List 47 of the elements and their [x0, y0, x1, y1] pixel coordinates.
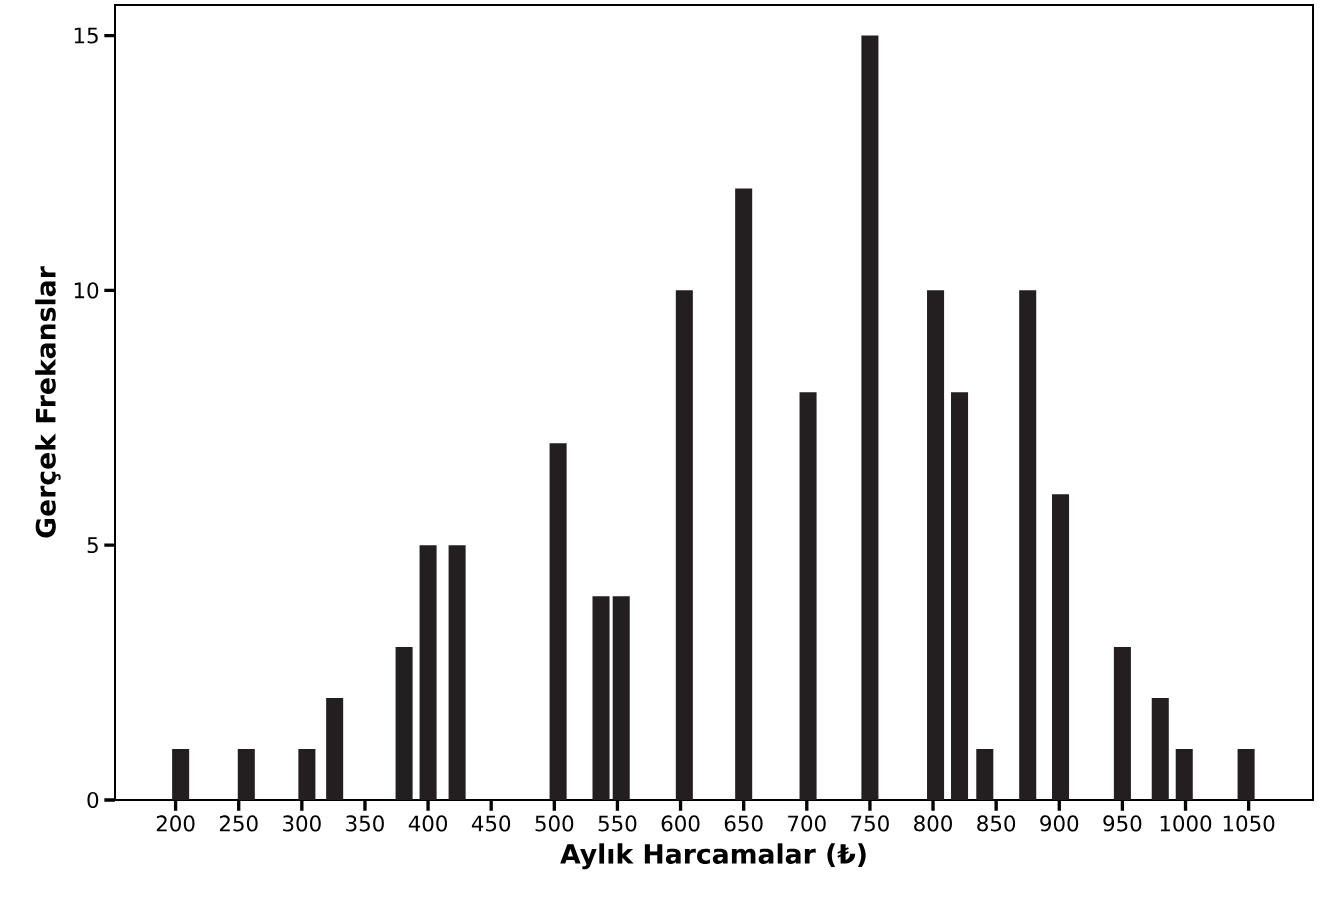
bar: [1113, 647, 1131, 800]
bar: [592, 596, 610, 800]
x-tick-label: 900: [1040, 815, 1079, 832]
x-tick-label: 800: [914, 815, 952, 832]
bar: [612, 596, 630, 800]
x-tick-label: 550: [598, 815, 637, 832]
x-tick-label: 950: [1103, 815, 1142, 832]
bar: [1019, 290, 1037, 800]
bar: [326, 698, 344, 800]
bar: [735, 188, 753, 800]
bar: [927, 290, 945, 800]
x-tick-label: 1050: [1223, 815, 1275, 832]
x-tick-label: 850: [977, 815, 1016, 832]
x-tick-label: 400: [408, 815, 447, 832]
bar: [1151, 698, 1169, 800]
x-tick-label: 700: [788, 815, 826, 832]
bar: [237, 749, 255, 800]
y-tick-label: 15: [74, 27, 98, 44]
bar: [951, 392, 969, 800]
x-tick-label: 750: [851, 815, 889, 832]
x-axis-title: Aylık Harcamalar (₺): [560, 843, 866, 870]
bar: [675, 290, 693, 800]
bar: [861, 35, 879, 800]
bar: [419, 545, 437, 800]
x-tick-label: 450: [471, 815, 511, 832]
y-tick-label: 0: [87, 791, 99, 809]
x-tick-label: 1000: [1160, 815, 1212, 832]
bar: [1175, 749, 1193, 800]
y-tick-label: 5: [87, 537, 98, 554]
bar: [172, 749, 190, 800]
x-tick-label: 600: [661, 815, 700, 832]
bar: [448, 545, 466, 800]
x-tick-label: 650: [724, 815, 763, 832]
bar: [549, 443, 567, 800]
x-tick-label: 300: [283, 815, 321, 832]
bar: [298, 749, 316, 800]
x-tick-label: 250: [219, 815, 258, 832]
x-tick-label: 500: [535, 815, 574, 832]
bar: [395, 647, 413, 800]
bar: [799, 392, 817, 800]
bar: [976, 749, 994, 800]
y-axis-title: Gerçek Frekanslar: [35, 266, 61, 538]
y-tick-label: 10: [74, 282, 99, 299]
bar: [1052, 494, 1070, 800]
x-tick-label: 350: [346, 815, 384, 832]
bar: [1237, 749, 1255, 800]
x-tick-label: 200: [156, 815, 195, 832]
